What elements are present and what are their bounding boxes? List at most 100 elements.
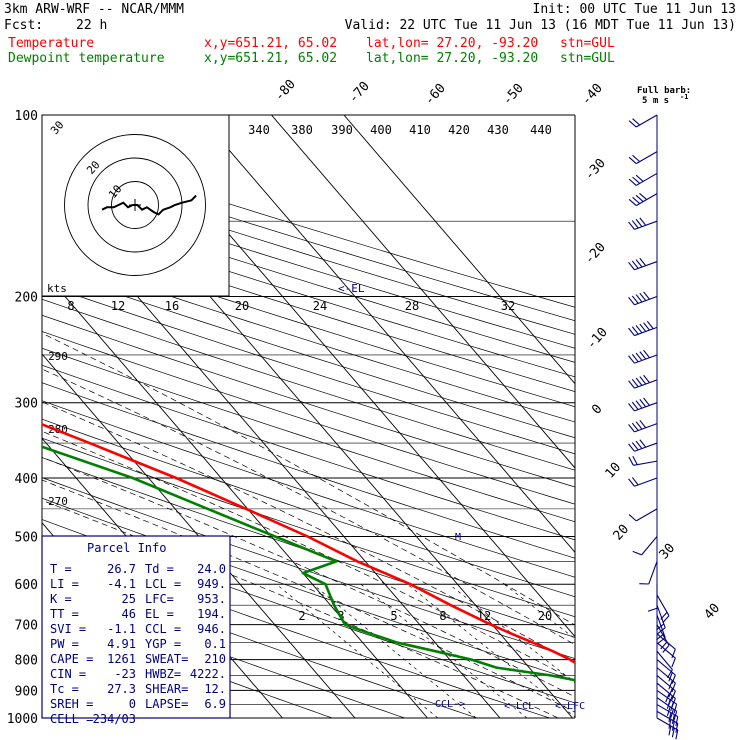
parcel-value-right: 24.0 bbox=[197, 562, 226, 576]
isotherm-label: -50 bbox=[500, 81, 527, 108]
wind-barb-flag bbox=[643, 322, 650, 331]
wind-barb bbox=[628, 374, 658, 389]
parcel-value-right: 949. bbox=[197, 577, 226, 591]
wetbulb-label: 16 bbox=[165, 299, 179, 313]
wind-barb bbox=[628, 419, 658, 433]
wind-barb-flag bbox=[675, 716, 679, 726]
parcel-value-right: 4222. bbox=[190, 667, 226, 681]
hodograph-trace bbox=[101, 194, 197, 216]
parcel-value-left: -1.1 bbox=[107, 622, 136, 636]
wind-barb bbox=[628, 217, 658, 230]
wind-barb-flag bbox=[670, 708, 674, 719]
wind-barb-flag bbox=[671, 714, 675, 724]
wind-barb bbox=[628, 508, 658, 522]
mixing-ratio-label: 5 bbox=[390, 609, 397, 623]
wind-barb-flag bbox=[671, 649, 676, 659]
parcel-key-right: SHEAR= bbox=[145, 682, 188, 696]
mixing-ratio-line bbox=[360, 583, 528, 718]
temperature-profile bbox=[42, 423, 575, 665]
wind-barb-flag bbox=[628, 261, 635, 271]
isotherm-label: 20 bbox=[611, 522, 633, 544]
isotherm-label: -60 bbox=[422, 81, 449, 108]
parcel-key-right: Td = bbox=[145, 562, 174, 576]
wind-barb-flag bbox=[668, 719, 672, 729]
wind-barb-flag bbox=[635, 325, 643, 334]
theta-label: 340 bbox=[248, 123, 270, 137]
wind-barb-flag bbox=[671, 721, 675, 731]
wind-barb-flag bbox=[628, 456, 634, 466]
mixing-ratio-label: 2 bbox=[298, 609, 305, 623]
wind-barb-staff bbox=[634, 477, 658, 487]
wind-barb-staff bbox=[648, 561, 658, 585]
wind-barb bbox=[628, 439, 658, 452]
wind-barb bbox=[647, 584, 658, 612]
wind-barb-flag bbox=[639, 323, 647, 332]
wind-barb-staff bbox=[635, 508, 658, 522]
lfc-marker: <-LFC bbox=[555, 701, 585, 712]
pressure-label: 500 bbox=[15, 530, 38, 545]
wind-barb bbox=[656, 710, 679, 733]
wind-barb bbox=[628, 456, 658, 466]
parcel-key-left: TT = bbox=[50, 607, 79, 621]
wind-barb-flag bbox=[639, 439, 647, 448]
theta-label: 420 bbox=[448, 123, 470, 137]
legend-dewpoint-stn: stn=GUL bbox=[560, 51, 615, 66]
wind-barb-flag bbox=[675, 723, 679, 733]
theta-e-label: 270 bbox=[48, 495, 68, 508]
wind-barb bbox=[628, 192, 658, 207]
parcel-value-left: 0 bbox=[129, 697, 136, 711]
wind-barb bbox=[656, 650, 673, 679]
pressure-label: 800 bbox=[15, 654, 38, 669]
mixing-ratio-label: 8 bbox=[439, 609, 446, 623]
wind-barb bbox=[628, 172, 658, 186]
wetbulb-label: 28 bbox=[405, 299, 419, 313]
legend-temperature-stn: stn=GUL bbox=[560, 36, 615, 51]
hodograph-ring bbox=[111, 181, 159, 229]
pressure-label: 900 bbox=[15, 684, 38, 699]
wind-barb-flag bbox=[631, 260, 639, 269]
moist-adiabat-line bbox=[42, 479, 575, 713]
parcel-key-left: SVI = bbox=[50, 622, 86, 636]
wind-barb-flag bbox=[628, 296, 635, 306]
legend-dewpoint-label: Dewpoint temperature bbox=[8, 51, 165, 66]
legend-temperature-latlon: lat,lon= 27.20, -93.20 bbox=[366, 36, 539, 51]
wind-barb-flag bbox=[635, 218, 643, 227]
wind-barb-flag bbox=[639, 217, 647, 226]
wind-barb-flag bbox=[628, 120, 637, 128]
wind-barb-flag bbox=[665, 693, 670, 703]
wind-barb-flag bbox=[635, 377, 643, 386]
wind-barb-flag bbox=[673, 704, 678, 714]
wind-barb bbox=[628, 257, 658, 271]
mixing-ratio-label: 20 bbox=[538, 609, 552, 623]
wind-barb-flag bbox=[671, 727, 675, 738]
wind-barb-flag bbox=[668, 688, 673, 698]
wind-barb-flag bbox=[639, 419, 647, 429]
wind-barb-flag bbox=[675, 729, 679, 740]
theta-label: 400 bbox=[370, 123, 392, 137]
theta-label: 390 bbox=[331, 123, 353, 137]
mixing-ratio-line bbox=[276, 583, 439, 718]
mixing-ratio-line bbox=[407, 583, 575, 718]
wind-barb-flag bbox=[628, 424, 635, 433]
wind-barb-flag bbox=[632, 196, 641, 205]
legend-temperature-label: Temperature bbox=[8, 36, 95, 51]
valid-time: Valid: 22 UTC Tue 11 Jun 13 (16 MDT Tue … bbox=[344, 18, 736, 33]
parcel-info-box: Parcel Info T = 26.7 Td = 24.0 LI = -4.1 LCL =… bbox=[41, 535, 231, 726]
parcel-key-left: K = bbox=[50, 592, 72, 606]
parcel-key-left: SREH = bbox=[50, 697, 93, 711]
wind-barb-flag bbox=[631, 378, 639, 388]
wind-barb-flag bbox=[632, 118, 641, 126]
wind-barb-flag bbox=[635, 400, 643, 409]
isotherm-label: -40 bbox=[579, 81, 606, 108]
wind-barb bbox=[656, 667, 676, 693]
wind-barb-flag bbox=[668, 672, 673, 682]
dewpoint-profile bbox=[42, 445, 575, 682]
parcel-key-right: LAPSE= bbox=[145, 697, 188, 711]
pressure-label: 400 bbox=[15, 472, 38, 487]
hodograph-ring bbox=[87, 157, 183, 253]
wind-barb-staff bbox=[656, 650, 673, 670]
wind-barb-flag bbox=[671, 690, 676, 700]
wind-barb bbox=[656, 704, 679, 726]
